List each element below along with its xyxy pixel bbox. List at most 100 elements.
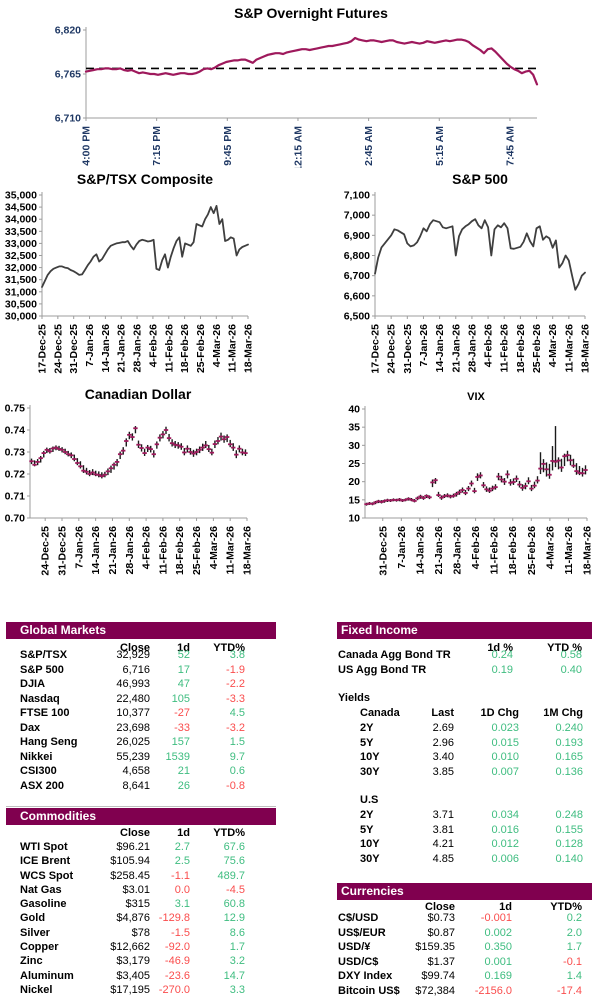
value-cell: 1.7 — [229, 941, 245, 954]
cad-title: Canadian Dollar — [85, 386, 192, 402]
commodities-table: Commodities Close 1d YTD% WTI Spot $96.21 2.… — [6, 806, 276, 1000]
tsx-y-tick-label: 30,500 — [5, 298, 37, 310]
row-label: Silver — [20, 926, 50, 939]
value-cell: $72,384 — [415, 984, 455, 997]
value-cell: $258.45 — [110, 869, 150, 882]
tsx-y-tick-label: 34,000 — [5, 214, 37, 226]
header-row: Close 1d YTD% — [337, 901, 592, 913]
cad-x-tick-label: 11-Mar-26 — [225, 526, 237, 575]
column-header: 1d % — [487, 642, 513, 654]
value-cell: 52 — [177, 649, 190, 661]
value-cell: -1.9 — [226, 663, 245, 676]
row-label: Canada Agg Bond TR — [338, 649, 451, 661]
tsx-x-tick-label: 11-Mar-26 — [227, 324, 239, 373]
value-cell: -46.9 — [164, 955, 190, 968]
table-row: Canada Agg Bond TR 0.24 0.58 — [337, 648, 592, 663]
row-label: Nikkei — [20, 750, 53, 763]
table-row: Nasdaq 22,480 105 -3.3 — [6, 692, 276, 707]
value-cell: 9.7 — [229, 750, 245, 763]
spx-y-tick-label: 6,500 — [344, 311, 370, 323]
cad-x-tick-label: 7-Jan-26 — [73, 526, 85, 569]
cad-x-tick-label: 31-Dec-25 — [57, 526, 69, 576]
canada-yield-row: 5Y 2.96 0.015 0.193 — [359, 736, 592, 751]
table-row: Aluminum $3,405 -23.6 14.7 — [6, 969, 276, 983]
table-row: DXY Index $99.74 0.169 1.4 — [337, 969, 592, 984]
value-cell: 0.240 — [555, 722, 583, 734]
tsx-x-tick-label: 31-Dec-25 — [68, 324, 80, 374]
spx-x-tick-label: 11-Feb-26 — [499, 324, 511, 373]
row-label: Hang Seng — [20, 736, 78, 748]
value-cell: 0.140 — [555, 852, 583, 865]
value-cell: $105.94 — [110, 855, 150, 868]
value-cell: -3.3 — [226, 692, 245, 705]
value-cell: 0.58 — [560, 649, 582, 661]
row-label: ICE Brent — [20, 855, 71, 868]
yields-header-row: Canada Last 1D Chg 1M Chg — [359, 707, 592, 719]
spx-x-tick-label: 17-Dec-25 — [370, 324, 382, 374]
row-label: C$/USD — [338, 912, 379, 924]
tsx-x-tick-label: 11-Feb-26 — [163, 324, 175, 373]
spx-x-tick-label: 7-Jan-26 — [418, 324, 430, 367]
value-cell: 0.2 — [566, 912, 582, 924]
us-yield-row: 10Y 4.21 0.012 0.128 — [359, 837, 592, 852]
vix-x-tick-label: 18-Mar-26 — [582, 526, 594, 575]
row-label: DJIA — [20, 678, 46, 690]
spx-y-tick-label: 6,800 — [344, 250, 370, 262]
global-markets-table: Global Markets Close 1d YTD% S&P/TSX 32,929… — [6, 622, 276, 802]
value-cell: 2.7 — [174, 841, 190, 853]
spx-x-tick-label: 24-Dec-25 — [386, 324, 398, 374]
tsx-y-tick-label: 34,500 — [5, 202, 37, 214]
value-cell: 3.81 — [432, 823, 454, 836]
value-cell: 1539 — [165, 750, 190, 763]
column-header: Close — [425, 901, 455, 913]
value-cell: 0.24 — [491, 649, 513, 661]
value-cell: 4.21 — [432, 838, 454, 850]
tsx-y-tick-label: 33,000 — [5, 238, 37, 250]
value-cell: 0.165 — [555, 751, 583, 763]
futures-y-tick-label: 6,765 — [55, 69, 81, 81]
spx-y-tick-label: 7,000 — [344, 210, 370, 222]
value-cell: 4.5 — [229, 707, 245, 719]
value-cell: 157 — [171, 736, 190, 748]
vix-plot: VIX 10 15 20 25 30 35 40 31-Dec-25 7-Jan-26 14-Jan… — [348, 391, 594, 576]
row-label: ASX 200 — [20, 779, 65, 792]
value-cell: 2.0 — [566, 926, 582, 939]
value-cell: 0.248 — [555, 809, 583, 821]
vix-x-tick-label: 18-Feb-26 — [507, 526, 519, 575]
canada-yield-row: 2Y 2.69 0.023 0.240 — [359, 721, 592, 736]
value-cell: 3.71 — [432, 809, 454, 821]
spacer-cell — [20, 827, 96, 839]
row-label: FTSE 100 — [20, 707, 70, 719]
global-markets-title: Global Markets — [20, 623, 107, 637]
chart-sp-overnight-futures: S&P Overnight Futures 6,710 6,765 6,820 4:00… — [0, 0, 600, 168]
table-row: Copper $12,662 -92.0 1.7 — [6, 940, 276, 954]
value-cell: $3,179 — [116, 955, 150, 968]
vix-x-tick-label: 21-Jan-26 — [433, 526, 445, 575]
table-row: ASX 200 8,641 26 -0.8 — [6, 779, 276, 794]
table-row: CSI300 4,658 21 0.6 — [6, 764, 276, 779]
vix-y-tick-label: 35 — [348, 422, 360, 434]
value-cell: -23.6 — [164, 969, 190, 982]
value-cell: 23,698 — [116, 721, 150, 734]
value-cell: -1.1 — [171, 869, 190, 882]
value-cell: $3,405 — [116, 969, 150, 982]
value-cell: 12.9 — [223, 912, 245, 925]
chart-canadian-dollar: Canadian Dollar 0.70 0.71 0.72 0.73 0.74 0.75 2… — [0, 385, 300, 585]
cad-y-tick-label: 0.71 — [5, 491, 26, 503]
row-label: Gold — [20, 912, 46, 925]
tsx-y-tick-label: 30,000 — [5, 311, 37, 323]
row-label: 2Y — [360, 722, 374, 734]
column-header: 1d — [499, 901, 512, 913]
value-cell: 0.006 — [491, 852, 519, 865]
value-cell: -270.0 — [158, 983, 190, 996]
spx-x-tick-label: 14-Jan-26 — [434, 324, 446, 373]
value-cell: $99.74 — [421, 970, 455, 982]
tsx-x-tick-label: 4-Feb-26 — [147, 324, 159, 367]
column-header: Last — [431, 707, 454, 719]
tsx-x-tick-label: 28-Jan-26 — [132, 324, 144, 373]
value-cell: 3.85 — [432, 765, 454, 778]
spx-x-tick-label: 21-Jan-26 — [450, 324, 462, 373]
table-row: US Agg Bond TR 0.19 0.40 — [337, 663, 592, 678]
vix-y-tick-label: 20 — [348, 476, 360, 488]
table-row: S&P 500 6,716 17 -1.9 — [6, 663, 276, 678]
